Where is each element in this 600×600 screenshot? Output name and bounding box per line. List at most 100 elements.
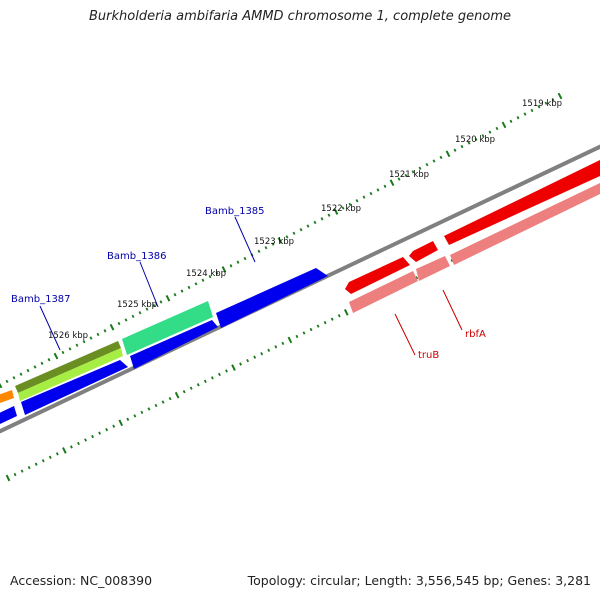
tick-minor <box>112 424 116 428</box>
tick-minor <box>96 332 100 337</box>
tick-minor <box>337 314 341 318</box>
tick-minor <box>460 144 464 149</box>
tick-minor <box>348 202 352 207</box>
gene-green-bamb1386[interactable] <box>122 301 213 355</box>
gene-pink-lower-3[interactable] <box>450 183 600 265</box>
kbp-label: 1525 kbp <box>117 300 157 310</box>
tick-minor <box>182 390 186 394</box>
tick-minor <box>257 249 261 253</box>
tick-minor <box>201 278 205 282</box>
gene-label-bamb1385[interactable]: Bamb_1385 <box>205 206 265 217</box>
tick-major <box>277 237 283 244</box>
gene-red-truB[interactable] <box>345 257 410 294</box>
gene-lime[interactable] <box>18 348 123 401</box>
tick-minor <box>105 428 109 432</box>
tick-major <box>62 447 67 454</box>
genome-summary-text: Topology: circular; Length: 3,556,545 bp… <box>247 573 591 588</box>
tick-minor <box>516 116 520 120</box>
tick-major <box>174 391 180 399</box>
gene-orange[interactable] <box>0 390 14 404</box>
tick-minor <box>313 220 317 225</box>
tick-minor <box>369 191 373 196</box>
gene-label-truB[interactable]: truB <box>418 350 439 361</box>
tick-minor <box>26 368 30 373</box>
tick-minor <box>145 307 149 311</box>
tick-minor <box>450 258 454 263</box>
tick-minor <box>292 231 296 235</box>
tick-minor <box>243 256 247 261</box>
gene-pink-lower-2[interactable] <box>416 256 450 281</box>
gene-label-bamb1387[interactable]: Bamb_1387 <box>11 294 71 305</box>
tick-minor <box>124 318 128 322</box>
tick-major <box>165 294 171 302</box>
gene-pink-lower-1[interactable] <box>349 271 418 313</box>
tick-minor <box>27 465 31 470</box>
tick-minor <box>481 134 485 138</box>
tick-minor <box>474 137 478 142</box>
tick-minor <box>47 358 51 362</box>
tick-minor <box>126 417 130 421</box>
tick-minor <box>103 329 107 333</box>
tick-minor <box>147 407 151 411</box>
gene-blue-lower-3[interactable] <box>130 320 218 369</box>
tick-major <box>389 179 395 187</box>
tick-minor <box>432 159 436 163</box>
tick-minor <box>309 327 313 332</box>
tick-minor <box>453 148 457 152</box>
tick-minor <box>133 414 137 418</box>
tick-minor <box>537 105 541 109</box>
tick-minor <box>98 431 102 435</box>
tick-minor <box>397 177 401 181</box>
kbp-label: 1520 kbp <box>455 135 495 145</box>
gene-olive-upper[interactable] <box>15 341 121 393</box>
gene-blue-lower-2[interactable] <box>21 360 128 415</box>
gene-label-bamb1386[interactable]: Bamb_1386 <box>107 251 167 262</box>
tick-minor <box>77 441 80 446</box>
tick-minor <box>425 162 429 167</box>
gene-red-small[interactable] <box>409 241 438 262</box>
tick-minor <box>239 362 242 366</box>
tick-minor <box>61 350 65 355</box>
tick-minor <box>509 119 513 123</box>
rbfA-leader <box>442 289 463 331</box>
tick-minor <box>196 383 200 387</box>
tick-minor <box>264 246 268 250</box>
tick-minor <box>281 341 285 346</box>
tick-minor <box>117 321 121 326</box>
gene-blue-bamb1385[interactable] <box>216 268 328 328</box>
tick-major <box>53 352 59 360</box>
gene-label-rbfA[interactable]: rbfA <box>465 329 486 340</box>
tick-minor <box>20 469 24 473</box>
tick-minor <box>236 260 240 264</box>
tick-minor <box>203 379 207 383</box>
tick-minor <box>173 293 177 297</box>
gene-red-rbfA[interactable] <box>444 160 600 245</box>
tick-minor <box>362 195 366 199</box>
tick-major <box>221 266 227 273</box>
tick-minor <box>33 365 37 369</box>
tick-minor <box>12 376 16 380</box>
tick-minor <box>285 235 289 239</box>
tick-minor <box>488 130 492 134</box>
tick-minor <box>253 355 257 359</box>
tick-minor <box>34 462 38 466</box>
tick-major <box>118 419 124 427</box>
tick-minor <box>84 438 87 442</box>
tick-minor <box>330 317 334 321</box>
tick-minor <box>530 108 534 113</box>
tick-minor <box>91 434 94 439</box>
tick-minor <box>215 271 219 275</box>
tick-minor <box>495 126 499 131</box>
tick-minor <box>168 396 172 401</box>
kbp-label: 1521 kbp <box>389 170 429 180</box>
tick-minor <box>40 361 44 365</box>
tick-minor <box>299 228 303 232</box>
tick-minor <box>19 372 23 376</box>
tick-minor <box>180 289 184 293</box>
tick-major <box>5 474 11 482</box>
tick-minor <box>48 455 52 459</box>
tick-minor <box>246 358 250 363</box>
gene-blue-lower-1[interactable] <box>0 406 17 425</box>
tick-minor <box>404 173 408 178</box>
